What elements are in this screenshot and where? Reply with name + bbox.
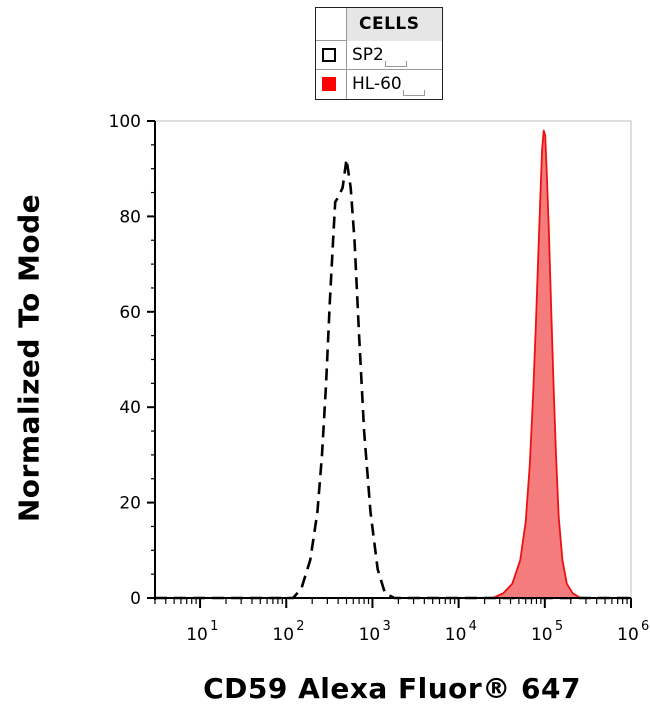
legend-header: CELLS [316, 8, 442, 41]
y-axis-label: Normalized To Mode [12, 193, 46, 523]
x-tick-exponent: 2 [296, 619, 304, 634]
x-tick-label: 10 [272, 625, 294, 645]
legend-tag-icon [384, 61, 407, 67]
y-tick-label: 20 [119, 494, 141, 514]
x-axis-label: CD59 Alexa Fluor® 647 [203, 672, 581, 705]
y-tick-label: 0 [130, 589, 141, 609]
y-tick-label: 100 [109, 112, 141, 132]
x-tick-label: 10 [359, 625, 381, 645]
x-tick-label: 10 [445, 625, 467, 645]
x-tick-label: 10 [531, 625, 553, 645]
legend-item-sp2: SP2 [316, 41, 442, 70]
x-tick-exponent: 4 [469, 619, 477, 634]
x-tick-exponent: 5 [555, 619, 563, 634]
y-tick-label: 80 [119, 207, 141, 227]
legend-item-hl60: HL-60 [316, 70, 442, 99]
legend-swatch-sp2 [322, 48, 336, 62]
x-tick-label: 10 [617, 625, 639, 645]
legend-label-sp2: SP2 [352, 45, 384, 65]
x-tick-exponent: 6 [641, 619, 649, 634]
x-tick-label: 10 [186, 625, 208, 645]
series-line-0 [155, 157, 631, 600]
legend: CELLS SP2 HL-60 [315, 7, 443, 100]
x-tick-exponent: 3 [382, 619, 390, 634]
legend-label-hl60: HL-60 [352, 74, 402, 94]
x-tick-exponent: 1 [210, 619, 218, 634]
legend-swatch-hl60 [322, 77, 336, 91]
legend-title: CELLS [346, 8, 442, 41]
series-fill-1 [155, 130, 631, 598]
y-tick-label: 60 [119, 303, 141, 323]
legend-tag-icon [402, 90, 425, 96]
series-line-1 [155, 129, 631, 599]
y-tick-label: 40 [119, 398, 141, 418]
